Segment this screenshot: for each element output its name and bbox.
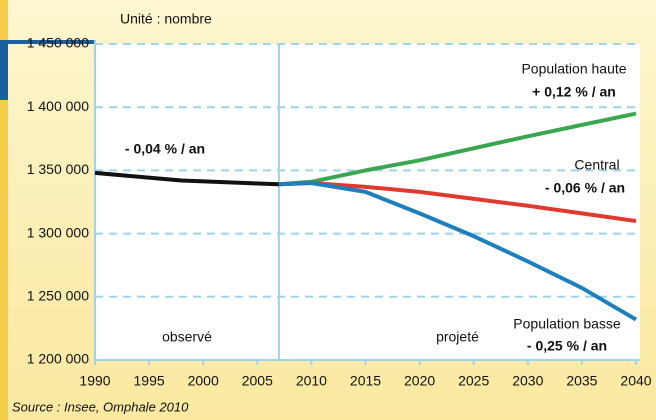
x-tick-label: 2035 [566,373,597,389]
x-tick-label: 1995 [134,373,165,389]
x-tick-label: 2030 [512,373,543,389]
series-rate: - 0,04 % / an [125,141,205,157]
y-tick-label: 1 350 000 [27,161,89,177]
y-tick-label: 1 450 000 [27,35,89,51]
y-tick-label: 1 400 000 [27,98,89,114]
series-rate: - 0,25 % / an [527,338,607,354]
x-tick-label: 2040 [620,373,651,389]
x-tick-label: 1990 [79,373,110,389]
series-name: Central [574,157,619,173]
plot-area [95,44,640,360]
y-tick-label: 1 200 000 [27,351,89,367]
x-tick-label: 2000 [188,373,219,389]
corner-accent [0,40,95,44]
edge-stripe [0,0,8,420]
series-name: Population haute [521,61,626,77]
source: Source : Insee, Omphale 2010 [12,399,189,414]
y-tick-label: 1 250 000 [27,288,89,304]
x-tick-label: 2025 [458,373,489,389]
series-line [94,170,280,187]
series-rate: - 0,06 % / an [545,180,625,196]
series-name: Population basse [513,316,621,332]
x-tick-label: 2010 [296,373,327,389]
period-label: observé [162,329,212,345]
y-tick-label: 1 300 000 [27,224,89,240]
corner-accent [0,40,8,100]
x-tick-label: 2005 [242,373,273,389]
series-line [278,181,638,322]
period-label: projeté [436,329,479,345]
x-tick-label: 2015 [350,373,381,389]
series-rate: + 0,12 % / an [532,84,616,100]
x-tick-label: 2020 [404,373,435,389]
unit-note: Unité : nombre [120,11,212,27]
